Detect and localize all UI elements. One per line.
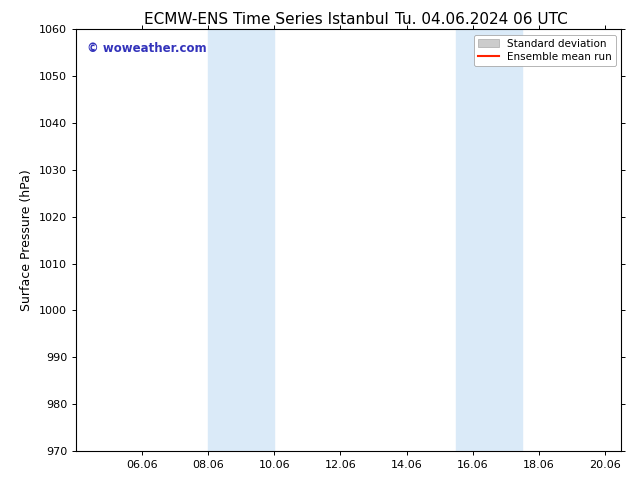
Bar — [208, 29, 275, 451]
Text: ECMW-ENS Time Series Istanbul: ECMW-ENS Time Series Istanbul — [144, 12, 389, 27]
Bar — [456, 29, 522, 451]
Y-axis label: Surface Pressure (hPa): Surface Pressure (hPa) — [20, 169, 34, 311]
Legend: Standard deviation, Ensemble mean run: Standard deviation, Ensemble mean run — [474, 35, 616, 66]
Text: © woweather.com: © woweather.com — [87, 42, 207, 55]
Text: Tu. 04.06.2024 06 UTC: Tu. 04.06.2024 06 UTC — [396, 12, 568, 27]
